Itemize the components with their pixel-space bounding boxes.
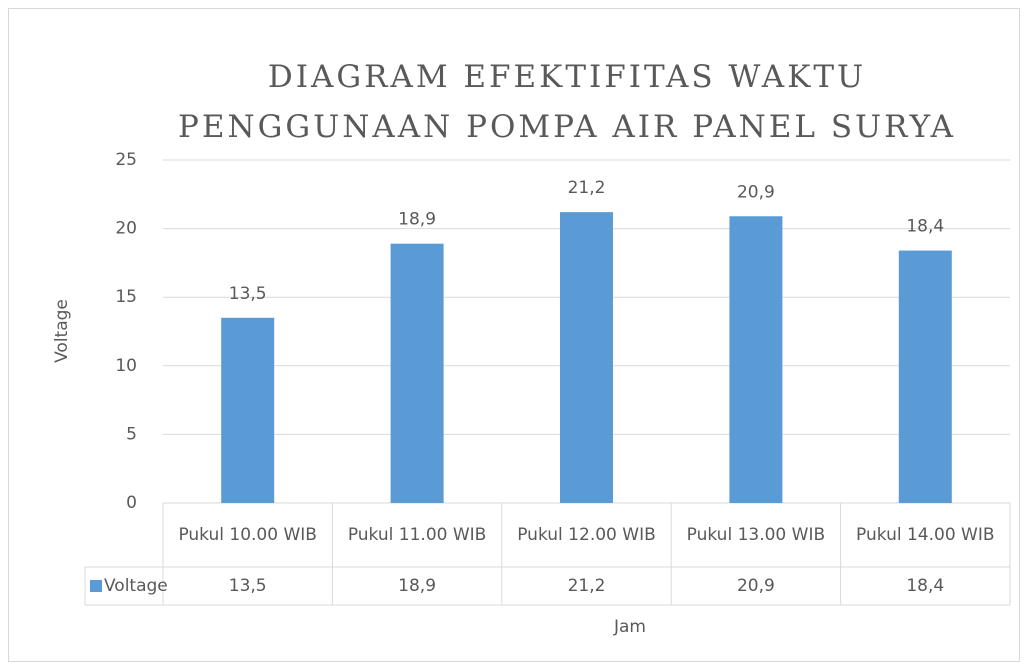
table-value: 18,9 [398, 576, 437, 596]
y-tick-label: 25 [115, 150, 137, 170]
table-value: 20,9 [736, 576, 775, 596]
x-tick-label: Pukul 13.00 WIB [686, 525, 826, 545]
x-tick-label: Pukul 11.00 WIB [347, 525, 487, 545]
y-tick-label: 15 [115, 287, 137, 307]
bar [729, 216, 783, 503]
table-value: 21,2 [567, 576, 606, 596]
bar [560, 212, 613, 504]
x-tick-label: Pukul 12.00 WIB [517, 525, 656, 545]
legend-key [90, 580, 102, 592]
data-label: 20,9 [737, 182, 775, 202]
bar [390, 243, 444, 503]
y-tick-label: 20 [115, 219, 137, 239]
y-axis-label: Voltage [52, 299, 72, 363]
table-value: 18,4 [906, 576, 945, 596]
y-tick-label: 0 [126, 493, 137, 513]
x-axis-label: Jam [613, 617, 646, 637]
legend-label: Voltage [104, 576, 168, 596]
chart-border [8, 8, 1020, 662]
x-tick-label: Pukul 10.00 WIB [178, 525, 317, 545]
y-tick-label: 5 [126, 424, 137, 444]
data-label: 13,5 [229, 284, 267, 304]
y-tick-label: 10 [115, 356, 137, 376]
chart-title: Diagram Efektifitas Waktu Penggunaan Pom… [177, 59, 957, 145]
data-label: 18,9 [398, 210, 436, 230]
bar [221, 317, 275, 503]
bar [898, 250, 952, 503]
data-label: 18,4 [906, 217, 944, 237]
data-label: 21,2 [568, 178, 606, 198]
x-tick-label: Pukul 14.00 WIB [856, 525, 995, 545]
table-value: 13,5 [228, 576, 267, 596]
